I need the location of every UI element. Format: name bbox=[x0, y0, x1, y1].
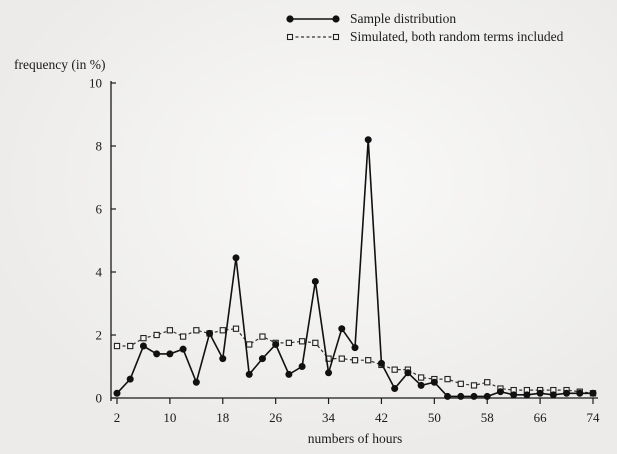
data-point-simulated bbox=[285, 339, 293, 347]
x-tick-label: 50 bbox=[428, 410, 441, 425]
data-point-sample bbox=[377, 359, 385, 367]
data-point-sample bbox=[179, 345, 187, 353]
x-tick-label: 58 bbox=[481, 410, 494, 425]
data-point-sample bbox=[338, 325, 346, 333]
data-point-sample bbox=[153, 350, 161, 358]
data-point-simulated bbox=[259, 333, 266, 340]
data-point-simulated bbox=[113, 342, 121, 350]
x-tick-label: 66 bbox=[534, 410, 548, 425]
y-tick-label: 10 bbox=[89, 76, 102, 91]
x-tick-label: 74 bbox=[587, 410, 601, 425]
data-point-sample bbox=[192, 378, 200, 386]
data-point-sample bbox=[166, 350, 174, 358]
y-tick-label: 2 bbox=[96, 328, 103, 343]
data-point-simulated bbox=[444, 375, 451, 383]
data-point-sample bbox=[417, 381, 425, 389]
data-point-sample bbox=[285, 370, 293, 378]
data-point-sample bbox=[126, 375, 134, 383]
legend-entry-simulated: Simulated, both random terms included bbox=[350, 29, 564, 44]
data-point-sample bbox=[444, 392, 452, 400]
x-tick-label: 10 bbox=[163, 410, 176, 425]
data-point-simulated bbox=[127, 342, 134, 350]
data-point-simulated bbox=[391, 366, 398, 373]
data-point-sample bbox=[351, 344, 359, 352]
data-point-simulated bbox=[166, 327, 174, 334]
data-point-sample bbox=[364, 136, 372, 144]
x-axis-title: numbers of hours bbox=[308, 431, 403, 446]
x-tick-label: 18 bbox=[216, 410, 229, 425]
data-point-sample bbox=[510, 391, 518, 399]
legend-entry-sample: Sample distribution bbox=[350, 11, 456, 26]
y-tick-label: 4 bbox=[96, 265, 103, 280]
x-tick-label: 2 bbox=[114, 410, 121, 425]
data-point-simulated bbox=[140, 334, 147, 342]
y-tick-label: 0 bbox=[96, 391, 103, 406]
series-layer bbox=[113, 136, 597, 400]
x-tick-label: 26 bbox=[269, 410, 283, 425]
data-point-simulated bbox=[312, 339, 319, 347]
data-point-sample bbox=[483, 392, 491, 400]
data-point-sample bbox=[549, 391, 557, 399]
data-point-simulated bbox=[246, 341, 253, 348]
legend-sim-marker bbox=[286, 33, 294, 41]
data-point-sample bbox=[325, 369, 333, 377]
y-tick-label: 8 bbox=[96, 139, 103, 154]
x-tick-label: 42 bbox=[375, 410, 388, 425]
data-point-simulated bbox=[298, 338, 306, 345]
data-point-sample bbox=[113, 389, 121, 397]
data-point-simulated bbox=[179, 333, 187, 340]
data-point-sample bbox=[206, 329, 214, 337]
data-point-sample bbox=[219, 355, 227, 363]
data-point-simulated bbox=[365, 357, 372, 364]
data-point-sample bbox=[272, 340, 280, 348]
data-point-simulated bbox=[484, 379, 491, 386]
data-point-sample bbox=[470, 392, 478, 400]
data-point-sample bbox=[430, 378, 438, 386]
legend-sample-marker bbox=[332, 15, 340, 23]
data-point-sample bbox=[232, 254, 240, 262]
data-point-simulated bbox=[219, 327, 226, 334]
data-point-sample bbox=[139, 342, 147, 350]
data-point-sample bbox=[496, 388, 504, 396]
legend-sim-marker bbox=[332, 33, 340, 41]
data-point-sample bbox=[523, 391, 531, 399]
data-point-sample bbox=[457, 392, 465, 400]
x-tick-label: 34 bbox=[322, 410, 336, 425]
data-point-sample bbox=[391, 385, 399, 393]
y-tick-label: 6 bbox=[96, 202, 103, 217]
data-point-sample bbox=[311, 277, 319, 285]
data-point-simulated bbox=[470, 382, 478, 389]
data-point-sample bbox=[563, 389, 571, 397]
data-point-sample bbox=[258, 355, 266, 363]
data-point-simulated bbox=[338, 355, 345, 362]
data-point-simulated bbox=[193, 327, 200, 334]
data-point-simulated bbox=[417, 374, 425, 381]
legend: Sample distribution Simulated, both rand… bbox=[286, 11, 564, 44]
data-point-simulated bbox=[457, 380, 464, 387]
y-axis-title: frequency (in %) bbox=[14, 57, 105, 72]
data-point-simulated bbox=[153, 331, 160, 339]
data-point-sample bbox=[589, 389, 597, 397]
data-point-sample bbox=[576, 389, 584, 397]
data-point-simulated bbox=[351, 357, 359, 364]
data-point-simulated bbox=[232, 325, 240, 332]
legend-sample-marker bbox=[286, 15, 294, 23]
data-point-sample bbox=[245, 370, 253, 378]
data-point-sample bbox=[298, 362, 306, 370]
data-point-sample bbox=[536, 389, 544, 397]
data-point-sample bbox=[404, 369, 412, 377]
